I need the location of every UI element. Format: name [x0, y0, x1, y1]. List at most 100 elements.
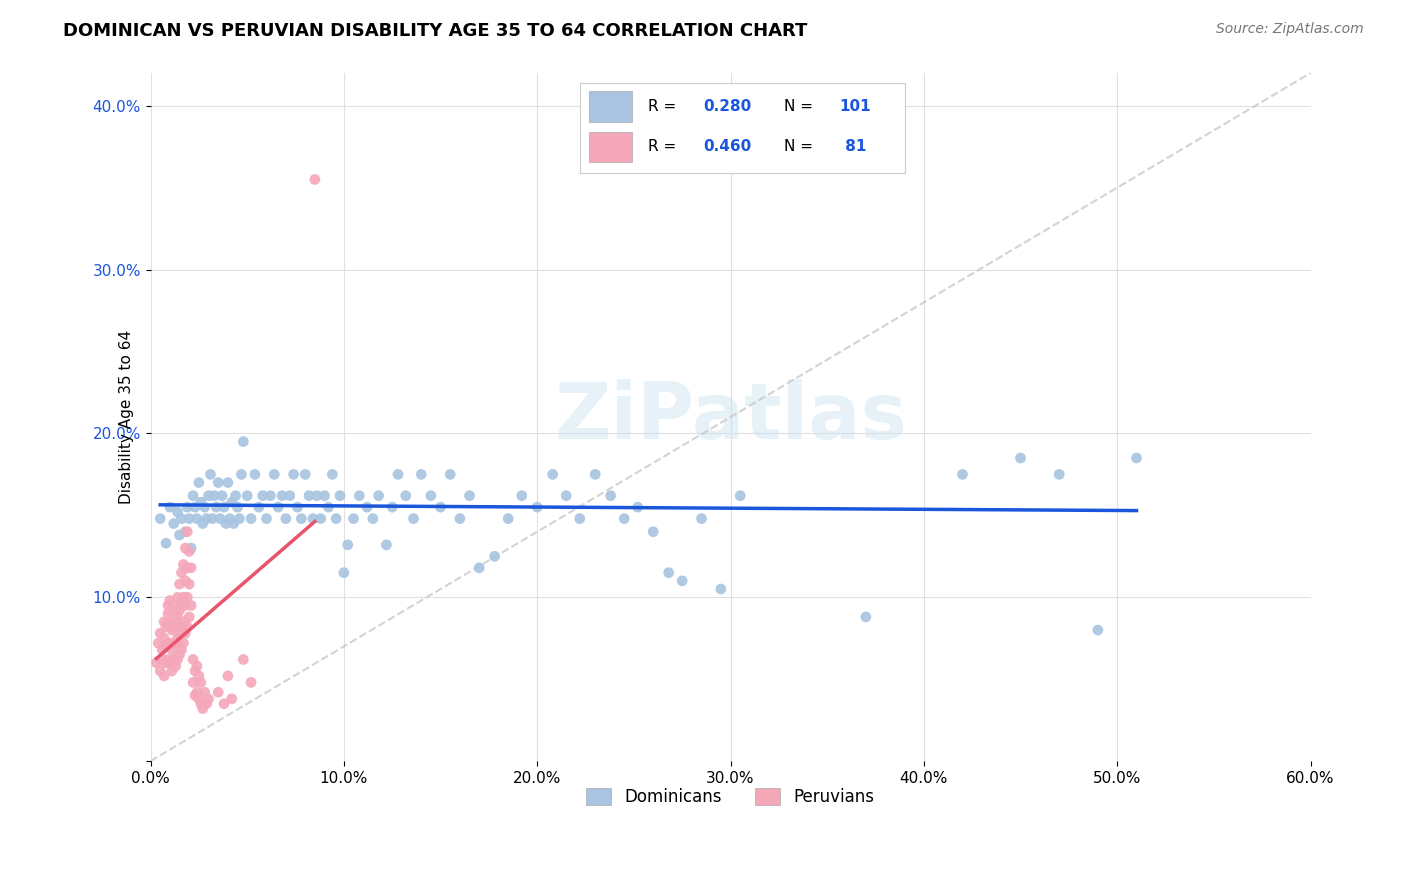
Point: [197, 691, 219, 706]
Point: [671, 574, 693, 588]
Text: DOMINICAN VS PERUVIAN DISABILITY AGE 35 TO 64 CORRELATION CHART: DOMINICAN VS PERUVIAN DISABILITY AGE 35 …: [63, 22, 807, 40]
Point: [342, 511, 364, 525]
Point: [1087, 623, 1109, 637]
Point: [228, 511, 250, 525]
Point: [429, 500, 451, 515]
Point: [153, 631, 176, 645]
Point: [218, 511, 240, 525]
Point: [170, 599, 193, 613]
Point: [180, 599, 202, 613]
Point: [439, 467, 461, 482]
Point: [728, 489, 751, 503]
Point: [180, 541, 202, 555]
Point: [212, 500, 235, 515]
Point: [176, 500, 198, 515]
Point: [149, 511, 172, 525]
Point: [458, 489, 481, 503]
Point: [202, 489, 225, 503]
Point: [170, 642, 193, 657]
Point: [153, 615, 176, 629]
Point: [165, 659, 187, 673]
Point: [163, 620, 186, 634]
Point: [658, 566, 681, 580]
Point: [169, 577, 191, 591]
Point: [387, 467, 409, 482]
Point: [160, 623, 183, 637]
Point: [1125, 450, 1147, 465]
Point: [361, 511, 384, 525]
Point: [191, 516, 214, 531]
Point: [1010, 450, 1032, 465]
Point: [186, 659, 208, 673]
Point: [1047, 467, 1070, 482]
Point: [179, 544, 201, 558]
Point: [613, 511, 636, 525]
Point: [599, 489, 621, 503]
Point: [180, 560, 202, 574]
Point: [174, 599, 197, 613]
Point: [333, 566, 356, 580]
Point: [526, 500, 548, 515]
Point: [149, 626, 172, 640]
Point: [309, 511, 332, 525]
Point: [201, 511, 224, 525]
Point: [356, 500, 378, 515]
Point: [256, 511, 278, 525]
Point: [336, 538, 359, 552]
Point: [200, 467, 222, 482]
Point: [449, 511, 471, 525]
Point: [247, 500, 270, 515]
Point: [207, 685, 229, 699]
Point: [181, 489, 204, 503]
Point: [263, 467, 285, 482]
Point: [194, 500, 217, 515]
Point: [395, 489, 418, 503]
Point: [156, 607, 179, 621]
Point: [179, 511, 201, 525]
Point: [166, 652, 188, 666]
Point: [184, 689, 207, 703]
Point: [215, 516, 238, 531]
Point: [690, 511, 713, 525]
Point: [555, 489, 578, 503]
Point: [172, 615, 194, 629]
Point: [190, 697, 212, 711]
Point: [166, 505, 188, 519]
Point: [305, 489, 328, 503]
Point: [190, 675, 212, 690]
Point: [169, 626, 191, 640]
Point: [163, 652, 186, 666]
Point: [314, 489, 336, 503]
Point: [197, 489, 219, 503]
Point: [217, 475, 239, 490]
Point: [181, 652, 204, 666]
Point: [568, 511, 591, 525]
Point: [187, 691, 209, 706]
Point: [155, 536, 177, 550]
Point: [190, 495, 212, 509]
Point: [160, 664, 183, 678]
Point: [240, 511, 263, 525]
Point: [187, 669, 209, 683]
Point: [221, 495, 243, 509]
Point: [318, 500, 340, 515]
Point: [496, 511, 519, 525]
Point: [252, 489, 274, 503]
Point: [186, 511, 208, 525]
Point: [165, 636, 187, 650]
Legend: Dominicans, Peruvians: Dominicans, Peruvians: [578, 780, 883, 814]
Point: [163, 636, 186, 650]
Point: [302, 511, 325, 525]
Point: [176, 524, 198, 539]
Point: [184, 500, 207, 515]
Point: [510, 489, 533, 503]
Point: [156, 652, 179, 666]
Point: [159, 593, 181, 607]
Point: [165, 615, 187, 629]
Point: [174, 574, 197, 588]
Point: [174, 541, 197, 555]
Point: [148, 636, 170, 650]
Point: [304, 172, 326, 186]
Point: [159, 615, 181, 629]
Point: [855, 610, 877, 624]
